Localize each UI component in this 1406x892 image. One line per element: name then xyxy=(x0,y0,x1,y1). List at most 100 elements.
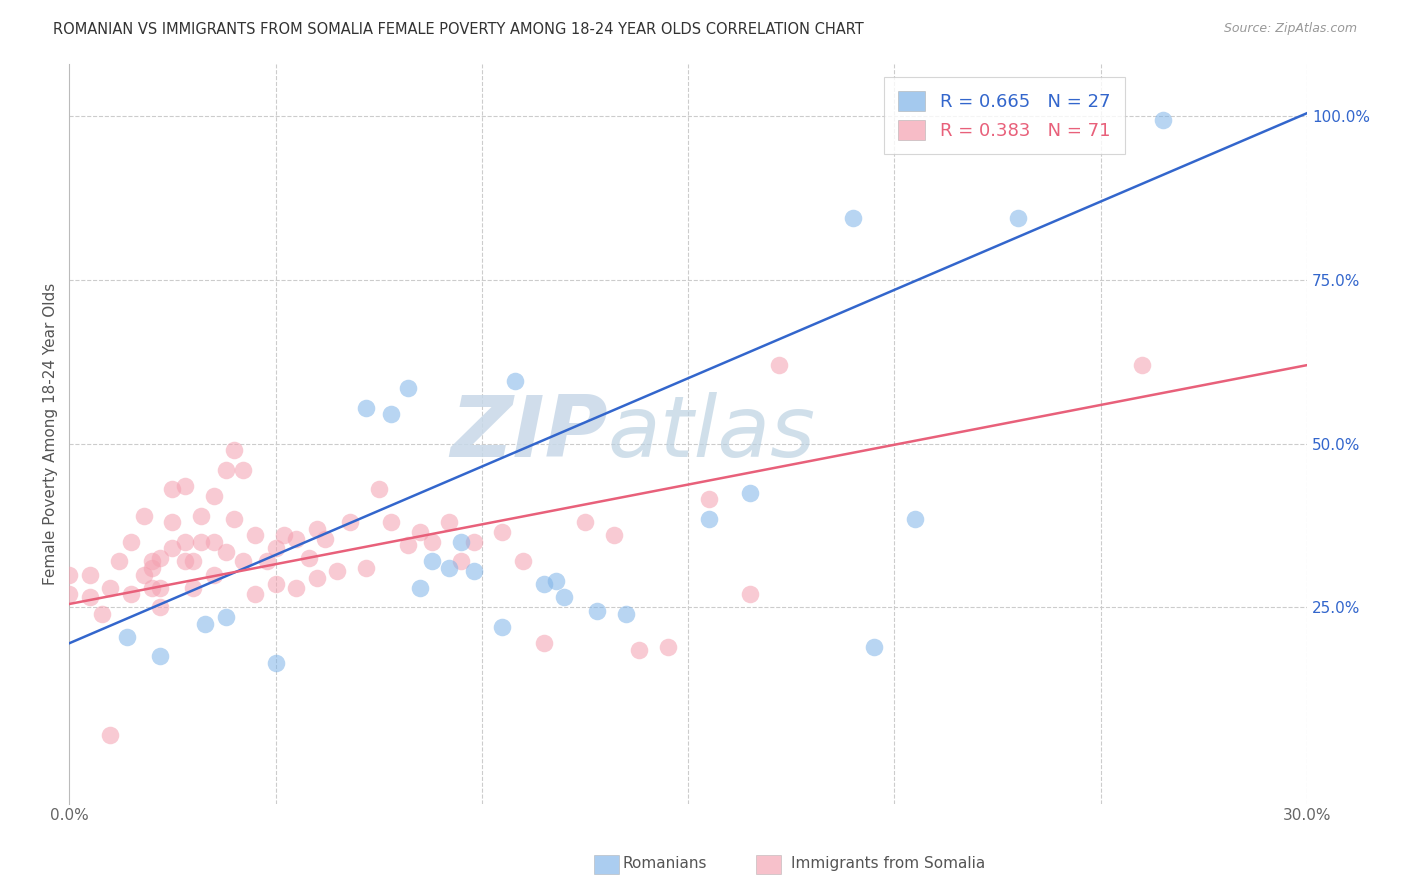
Point xyxy=(231,463,253,477)
Point xyxy=(120,587,142,601)
Point xyxy=(264,541,287,556)
Y-axis label: Female Poverty Among 18-24 Year Olds: Female Poverty Among 18-24 Year Olds xyxy=(44,283,58,585)
Point xyxy=(162,483,184,497)
Point xyxy=(356,561,378,575)
Point xyxy=(503,375,526,389)
Point xyxy=(162,541,184,556)
Point xyxy=(202,534,225,549)
Point xyxy=(173,534,195,549)
Point xyxy=(437,561,460,575)
Point xyxy=(738,485,761,500)
Point xyxy=(285,581,308,595)
Point xyxy=(862,640,884,654)
Point xyxy=(396,538,419,552)
Point xyxy=(491,620,513,634)
Point xyxy=(79,567,101,582)
Point xyxy=(463,534,485,549)
Point xyxy=(141,581,163,595)
Text: atlas: atlas xyxy=(607,392,815,475)
Point xyxy=(533,577,555,591)
Point xyxy=(107,554,129,568)
Point xyxy=(91,607,114,621)
Point xyxy=(243,528,266,542)
Point xyxy=(215,610,238,624)
Point xyxy=(149,600,172,615)
Point xyxy=(100,728,122,742)
Point xyxy=(141,554,163,568)
Point xyxy=(326,564,349,578)
Point xyxy=(314,532,336,546)
Point xyxy=(553,591,575,605)
Point xyxy=(224,443,246,458)
Point xyxy=(409,524,432,539)
Point xyxy=(202,489,225,503)
Point xyxy=(533,636,555,650)
Point xyxy=(132,567,155,582)
Point xyxy=(842,211,865,225)
Point xyxy=(437,515,460,529)
Point xyxy=(904,512,927,526)
Point xyxy=(297,551,319,566)
Point xyxy=(657,640,679,654)
Point xyxy=(768,358,790,372)
Point xyxy=(224,512,246,526)
Point xyxy=(243,587,266,601)
Point xyxy=(273,528,295,542)
Point xyxy=(1130,358,1153,372)
Point xyxy=(450,554,472,568)
Point xyxy=(627,642,650,657)
Point xyxy=(738,587,761,601)
Point xyxy=(356,401,378,415)
Point xyxy=(546,574,568,588)
Point xyxy=(697,492,720,507)
Point xyxy=(420,534,443,549)
Point xyxy=(58,587,80,601)
Point xyxy=(285,532,308,546)
Point xyxy=(132,508,155,523)
Point xyxy=(58,567,80,582)
Point xyxy=(512,554,534,568)
Point xyxy=(120,534,142,549)
Point xyxy=(305,571,328,585)
Point xyxy=(574,515,596,529)
Point xyxy=(1152,112,1174,127)
Text: ROMANIAN VS IMMIGRANTS FROM SOMALIA FEMALE POVERTY AMONG 18-24 YEAR OLDS CORRELA: ROMANIAN VS IMMIGRANTS FROM SOMALIA FEMA… xyxy=(53,22,865,37)
Point xyxy=(149,581,172,595)
Point xyxy=(697,512,720,526)
Point xyxy=(190,508,212,523)
Point xyxy=(173,479,195,493)
Point xyxy=(603,528,626,542)
Point xyxy=(202,567,225,582)
Point xyxy=(450,534,472,549)
Point xyxy=(305,522,328,536)
Legend: R = 0.665   N = 27, R = 0.383   N = 71: R = 0.665 N = 27, R = 0.383 N = 71 xyxy=(884,77,1125,154)
Point xyxy=(149,649,172,664)
Point xyxy=(190,534,212,549)
Point xyxy=(141,561,163,575)
Point xyxy=(181,581,204,595)
Text: Source: ZipAtlas.com: Source: ZipAtlas.com xyxy=(1223,22,1357,36)
Point xyxy=(339,515,361,529)
Point xyxy=(614,607,637,621)
Point xyxy=(215,463,238,477)
Point xyxy=(420,554,443,568)
Point xyxy=(367,483,389,497)
Point xyxy=(100,581,122,595)
Point xyxy=(173,554,195,568)
Point xyxy=(409,581,432,595)
Point xyxy=(1007,211,1029,225)
Point xyxy=(149,551,172,566)
Text: Romanians: Romanians xyxy=(621,856,707,871)
Point xyxy=(215,544,238,558)
Point xyxy=(231,554,253,568)
Point xyxy=(79,591,101,605)
Point xyxy=(264,577,287,591)
Point xyxy=(396,381,419,395)
Point xyxy=(181,554,204,568)
Point xyxy=(491,524,513,539)
Point xyxy=(115,630,138,644)
Point xyxy=(586,603,609,617)
Point xyxy=(380,407,402,421)
Point xyxy=(194,616,217,631)
Text: ZIP: ZIP xyxy=(450,392,607,475)
